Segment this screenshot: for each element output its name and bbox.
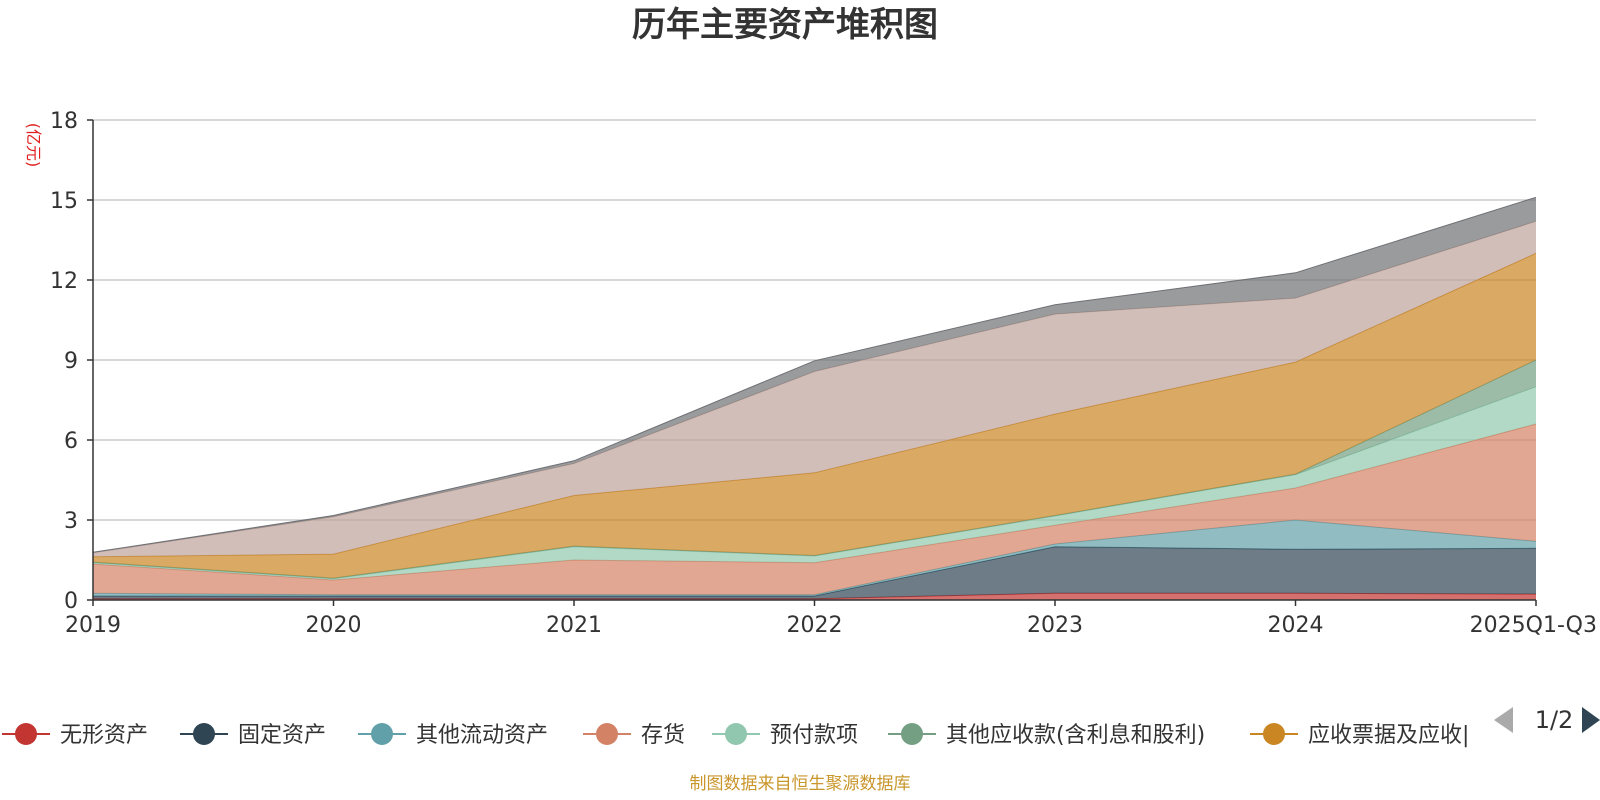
y-tick-label: 3 — [64, 509, 78, 534]
x-tick-label: 2025Q1-Q3 — [1470, 613, 1597, 638]
legend-item[interactable]: 预付款项 — [712, 723, 858, 748]
axes: 0 3 6 9 12 15 18 2019 2020 2021 2022 2023 2024 2025Q1… — [50, 109, 1597, 638]
legend: 无形资产 固定资产 其他流动资产 存货 预付款项 其他应收款(含利息和股利) 应收票据及应收… — [2, 723, 1469, 748]
x-tick-label: 2019 — [65, 613, 121, 638]
legend-marker — [15, 723, 37, 745]
legend-marker — [596, 723, 618, 745]
legend-item[interactable]: 应收票据及应收| — [1250, 723, 1469, 748]
x-tick-label: 2020 — [306, 613, 362, 638]
y-tick-label: 6 — [64, 429, 78, 454]
y-tick-label: 15 — [50, 189, 78, 214]
x-tick-label: 2021 — [546, 613, 602, 638]
legend-item[interactable]: 固定资产 — [180, 723, 326, 748]
area-货币资金 — [93, 221, 1536, 557]
legend-item[interactable]: 无形资产 — [2, 723, 148, 748]
x-tick-label: 2024 — [1268, 613, 1324, 638]
legend-item[interactable]: 其他应收款(含利息和股利) — [888, 723, 1205, 748]
data-source-note: 制图数据来自恒生聚源数据库 — [690, 774, 911, 794]
area-固定资产 — [93, 546, 1536, 599]
area-应收票据及应收账款 — [93, 253, 1536, 579]
legend-item[interactable]: 其他流动资产 — [358, 723, 548, 748]
area-存货 — [93, 424, 1536, 595]
legend-marker — [901, 723, 923, 745]
chart-title: 历年主要资产堆积图 — [632, 5, 938, 45]
line-其他资产 — [92, 196, 1537, 553]
legend-marker — [371, 723, 393, 745]
legend-marker — [725, 723, 747, 745]
legend-label: 固定资产 — [238, 723, 326, 748]
legend-pager: 1/2 — [1494, 706, 1600, 734]
x-tick-label: 2023 — [1027, 613, 1083, 638]
legend-marker — [193, 723, 215, 745]
legend-label: 其他应收款(含利息和股利) — [946, 723, 1205, 748]
area-其他流动资产 — [93, 520, 1536, 596]
pager-next-icon[interactable] — [1582, 707, 1600, 733]
legend-page-indicator: 1/2 — [1535, 706, 1574, 734]
y-axis-unit: (亿元) — [24, 123, 43, 168]
area-无形资产 — [93, 593, 1536, 600]
legend-label: 存货 — [641, 723, 685, 748]
legend-marker — [1263, 723, 1285, 745]
y-tick-label: 18 — [50, 109, 78, 134]
legend-label: 无形资产 — [60, 723, 148, 748]
legend-label: 其他流动资产 — [416, 723, 548, 748]
x-tick-label: 2022 — [787, 613, 843, 638]
legend-item[interactable]: 存货 — [583, 723, 685, 748]
pager-prev-icon[interactable] — [1494, 707, 1513, 733]
legend-label: 预付款项 — [770, 723, 858, 748]
area-series — [92, 196, 1537, 600]
y-tick-label: 0 — [64, 589, 78, 614]
y-tick-label: 12 — [50, 269, 78, 294]
y-tick-label: 9 — [64, 349, 78, 374]
legend-label: 应收票据及应收| — [1308, 723, 1469, 748]
